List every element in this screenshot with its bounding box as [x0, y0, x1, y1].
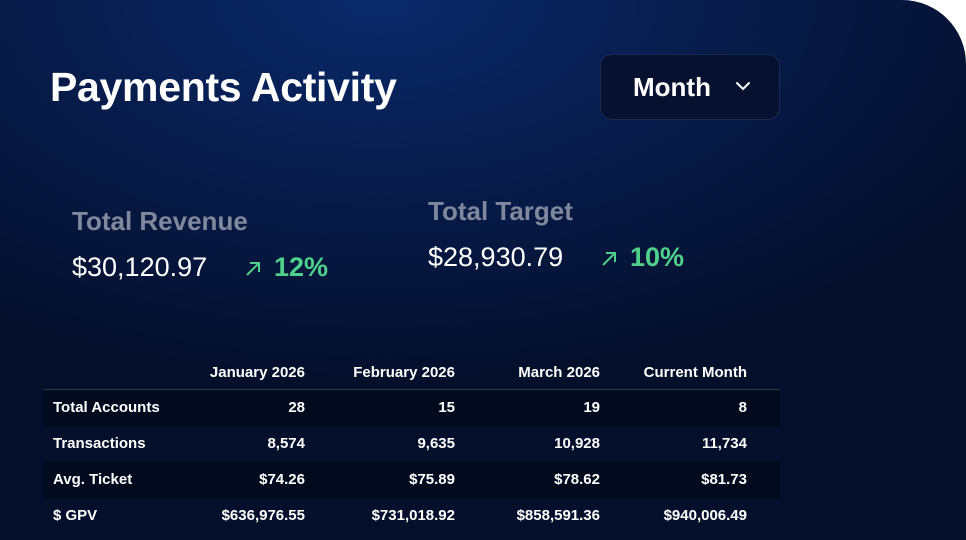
metric-label: Total Revenue — [72, 206, 248, 236]
chevron — [736, 82, 750, 91]
table-cell: 15 — [438, 399, 455, 416]
column-header: March 2026 — [518, 364, 600, 381]
column-header: February 2026 — [353, 364, 455, 381]
table-cell: $78.62 — [554, 471, 600, 488]
trend-arrow — [244, 260, 262, 283]
column-header: January 2026 — [209, 364, 305, 381]
table-cell: 28 — [288, 399, 305, 416]
table-cell: $731,018.92 — [371, 507, 455, 524]
table-cell: $858,591.36 — [516, 507, 600, 524]
dropdown-label[interactable]: Month — [633, 72, 711, 102]
table-row: $ GPV $636,976.55 $731,018.92 $858,591.36 $9… — [43, 498, 780, 534]
row-label: $ GPV — [53, 507, 98, 524]
table-cell: 10,928 — [554, 435, 600, 452]
header-row: January 2026 February 2026 March 2026 Curre… — [43, 356, 780, 390]
row-label: Transactions — [53, 435, 146, 452]
table-cell: $74.26 — [259, 471, 305, 488]
table: January 2026 February 2026 March 2026 Curre… — [43, 356, 780, 534]
table-row: Total Accounts 28 15 19 8 — [43, 390, 780, 426]
title: Payments Activity — [50, 64, 397, 110]
table-row: Avg. Ticket $74.26 $75.89 $78.62 $81.73 — [43, 462, 780, 498]
metric-change: 10% — [630, 242, 685, 272]
trend-arrow — [600, 250, 618, 273]
table-cell: 8 — [738, 399, 747, 416]
table-cell: 8,574 — [267, 435, 305, 452]
table-cell: 11,734 — [701, 435, 747, 452]
metric-change: 12% — [274, 252, 329, 282]
table-cell: $940,006.49 — [663, 507, 747, 524]
table-cell: 19 — [583, 399, 600, 416]
table-cell: $636,976.55 — [221, 507, 305, 524]
metric-label: Total Target — [428, 196, 573, 226]
period-dropdown[interactable]: Month — [600, 54, 780, 120]
table-cell: $81.73 — [701, 471, 747, 488]
table-cell: $75.89 — [409, 471, 455, 488]
row-label: Avg. Ticket — [53, 471, 133, 488]
column-header: Current Month — [643, 364, 747, 381]
row-label: Total Accounts — [53, 399, 160, 416]
table-row: Transactions 8,574 9,635 10,928 11,734 — [43, 426, 780, 462]
table-cell: 9,635 — [417, 435, 455, 452]
metric-value: $28,930.79 — [428, 242, 564, 272]
metric-value: $30,120.97 — [72, 252, 208, 282]
